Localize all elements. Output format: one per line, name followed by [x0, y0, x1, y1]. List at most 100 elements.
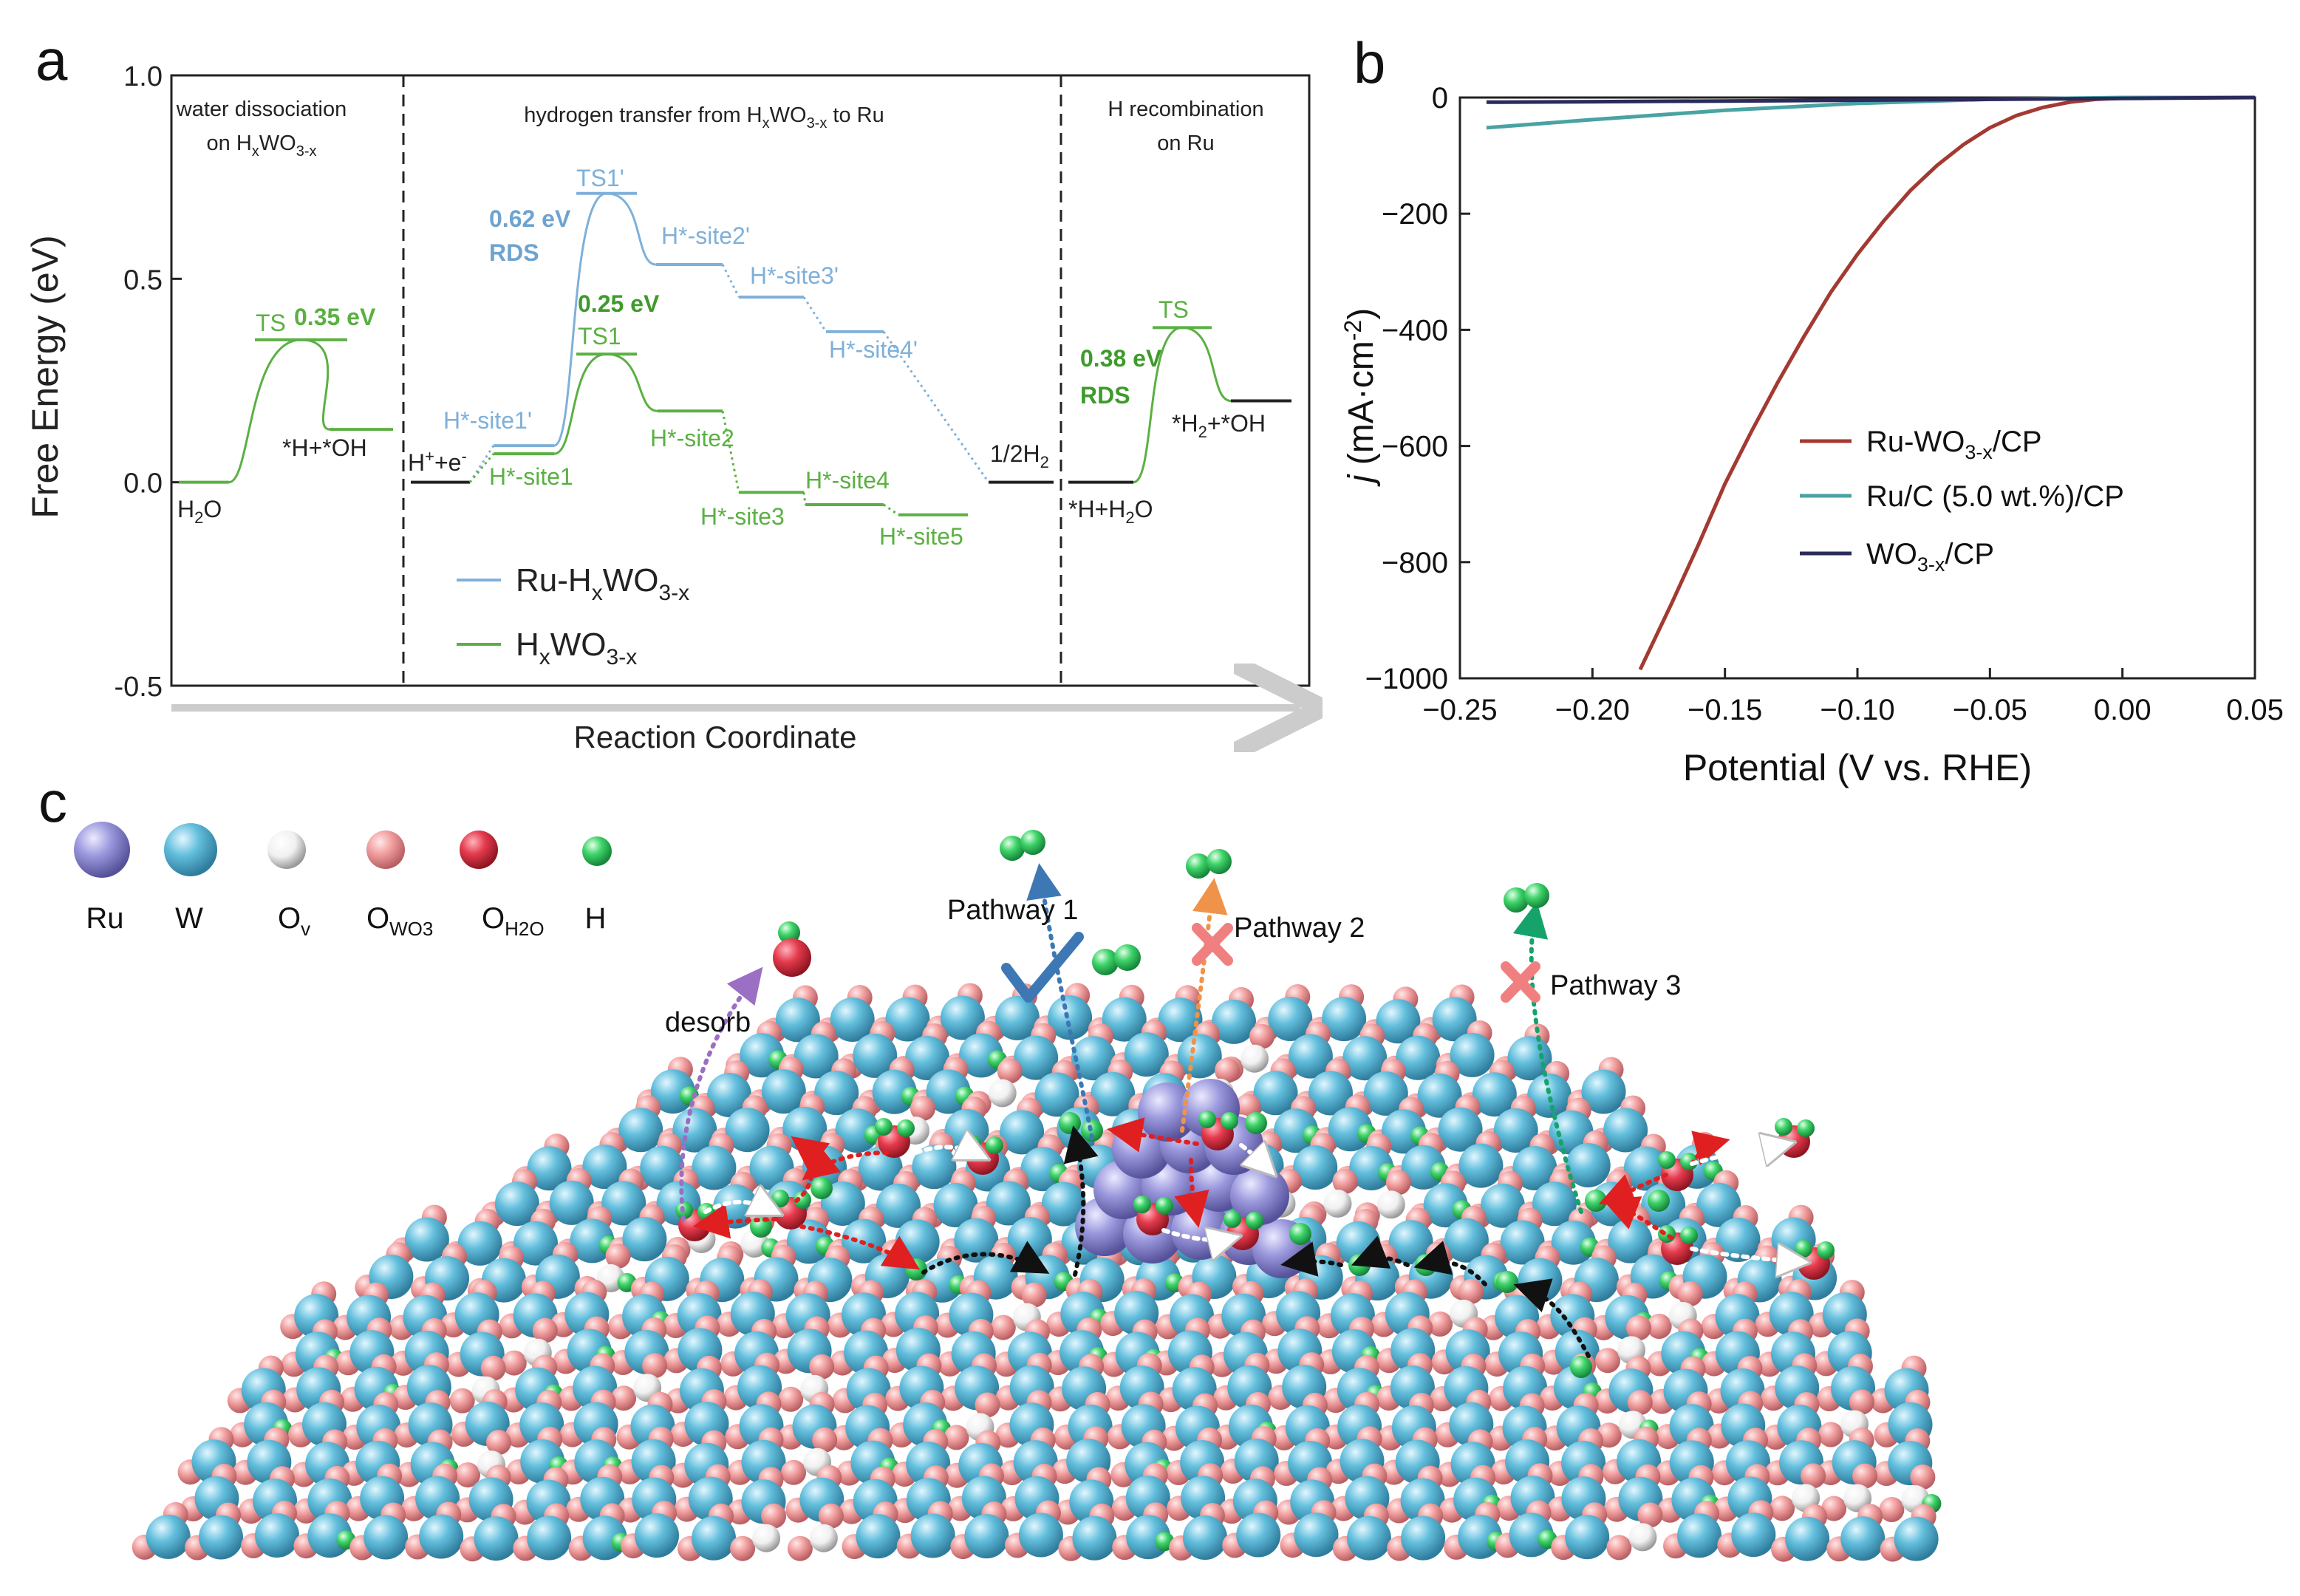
slab-atom-o — [605, 1243, 631, 1269]
b-ytick-label: −600 — [1382, 431, 1448, 463]
slab-atom-o — [480, 1355, 506, 1381]
slab-atom-w — [912, 1145, 957, 1190]
slab-atom-w — [1401, 1515, 1446, 1561]
slab-atom-w — [494, 1181, 539, 1227]
b-xtick-label: 0.00 — [2094, 694, 2151, 726]
label-hplus: H++e- — [408, 447, 467, 476]
slab-atom-o — [1801, 1463, 1826, 1489]
label-ts1p: TS1' — [576, 165, 624, 191]
a-ytick-label: -0.5 — [115, 672, 163, 703]
slab-atom-w — [457, 1221, 502, 1266]
slab-atom-o — [1770, 1496, 1795, 1521]
slab-atom-w — [1603, 1108, 1648, 1153]
panel-c-schematic: c Ru W Ov OWO3 OH2O H — [38, 769, 1942, 1562]
water-hydrogen — [1658, 1151, 1676, 1169]
water-hydrogen — [1198, 1111, 1216, 1128]
slab-atom-w — [1308, 1071, 1353, 1116]
water-hydrogen — [1246, 1212, 1263, 1230]
legend-atom-ov — [267, 831, 306, 869]
slab-atom-w — [1071, 1036, 1116, 1081]
surface-hydrogen — [1059, 1112, 1081, 1134]
slab-atom-w — [1288, 1034, 1333, 1079]
legend-atom-oh2o — [460, 831, 498, 869]
b-ytick-label: −200 — [1382, 198, 1448, 231]
b-legend-label-red: Ru-WO3-x/CP — [1866, 426, 2042, 463]
slab-atom-w — [1677, 1513, 1721, 1558]
slab-atom-w — [199, 1515, 243, 1560]
panel-b-curves — [1486, 95, 2256, 671]
surface-hop-arrow — [1598, 1173, 1668, 1207]
slab-atom-w — [1018, 1513, 1063, 1558]
green-link — [802, 492, 807, 505]
slab-atom-o — [1852, 1463, 1878, 1489]
label-h2oh: *H2+*OH — [1172, 410, 1266, 441]
slab-atom-w — [1124, 1032, 1169, 1077]
legend-label-ov: Ov — [278, 902, 310, 940]
slab-atom-o — [997, 1058, 1023, 1084]
label-hh2o: *H+H2O — [1068, 496, 1153, 527]
label-025: 0.25 eV — [578, 290, 660, 317]
label-site3p: H*-site3' — [750, 262, 839, 289]
slab-atom-w — [474, 1516, 519, 1561]
b-legend-label-teal: Ru/C (5.0 wt.%)/CP — [1866, 480, 2124, 513]
slab-atom-w — [1493, 1108, 1538, 1153]
label-pathway1: Pathway 1 — [947, 895, 1078, 926]
surface-hydrogen — [1496, 1271, 1518, 1293]
slab-atom-o — [761, 1503, 787, 1529]
slab-atom-w — [622, 1217, 667, 1262]
slab-atom-o — [975, 1392, 1000, 1418]
label-ts-left: TS — [256, 310, 286, 336]
slab-atom-o — [1385, 1170, 1411, 1196]
water-hydrogen — [1817, 1241, 1835, 1259]
legend-label-oh2o: OH2O — [482, 902, 545, 940]
panel-b-lsv: b j (mA·cm-2) −0.25 −0.20 −0.15 −0.10 −0.05 0… — [1340, 30, 2284, 788]
panel-b-ylabel: j (mA·cm-2) — [1340, 308, 1381, 487]
surface-hop-arrow — [1107, 1117, 1199, 1153]
slab-atom-o — [1458, 1278, 1484, 1304]
b-legend-label-navy: WO3-x/CP — [1866, 538, 1994, 576]
slab-atom-o — [501, 1350, 527, 1376]
slab-atom-o — [1626, 1315, 1651, 1341]
slab-atom-o — [990, 1314, 1016, 1340]
slab-atom-w — [1472, 1072, 1517, 1117]
slab-atom-w — [1294, 1513, 1339, 1558]
slab-atom-w — [761, 1069, 806, 1114]
surface-hop-arrow — [1513, 1278, 1591, 1358]
slab-atom-w — [1527, 1073, 1572, 1118]
slab-atom-w — [814, 1071, 859, 1116]
legend-atom-owo3 — [366, 831, 405, 869]
blue-link — [802, 296, 827, 332]
label-ts-right: TS — [1158, 296, 1189, 323]
slab-atom-o — [642, 1353, 668, 1379]
slab-atom-o — [1910, 1464, 1936, 1490]
label-site2: H*-site2 — [650, 425, 734, 451]
panel-a-energy-diagram: a Free Energy (eV) 1.0 0.5 0.0 -0.5 water d… — [24, 27, 1309, 754]
pathway-1-arrow — [1026, 863, 1094, 1140]
label-ts1: TS1 — [578, 323, 621, 349]
slab-atom-w — [1268, 997, 1313, 1041]
slab-atom-w — [725, 1108, 770, 1153]
slab-atom-w — [692, 1515, 736, 1561]
gas-h2-pathway3 — [1504, 883, 1549, 913]
slab-atom-w — [775, 998, 820, 1043]
water-hydrogen — [1797, 1119, 1815, 1137]
b-xtick-label: 0.05 — [2226, 694, 2284, 726]
desorb-arrow — [679, 966, 763, 1221]
slab-atom-w — [1785, 1516, 1830, 1561]
slab-atom-w — [549, 1180, 594, 1225]
surface-hop-arrow — [693, 1203, 778, 1239]
catalyst-slab — [132, 983, 1942, 1562]
water-hydrogen — [897, 1119, 915, 1137]
water-hydrogen — [1133, 1196, 1151, 1213]
slab-atom-w — [1432, 997, 1477, 1042]
slab-atom-o — [778, 1386, 804, 1412]
slab-atom-w — [885, 997, 930, 1042]
water-hydrogen — [1224, 1210, 1241, 1228]
water-hydrogen — [1795, 1240, 1812, 1258]
slab-atom-w — [1363, 1071, 1408, 1116]
slab-atom-o — [532, 1317, 558, 1343]
label-halfh2: 1/2H2 — [990, 440, 1049, 471]
slab-atom-o — [1677, 1281, 1703, 1306]
slab-atom-w — [1048, 995, 1093, 1040]
slab-atom-o — [611, 1385, 637, 1411]
